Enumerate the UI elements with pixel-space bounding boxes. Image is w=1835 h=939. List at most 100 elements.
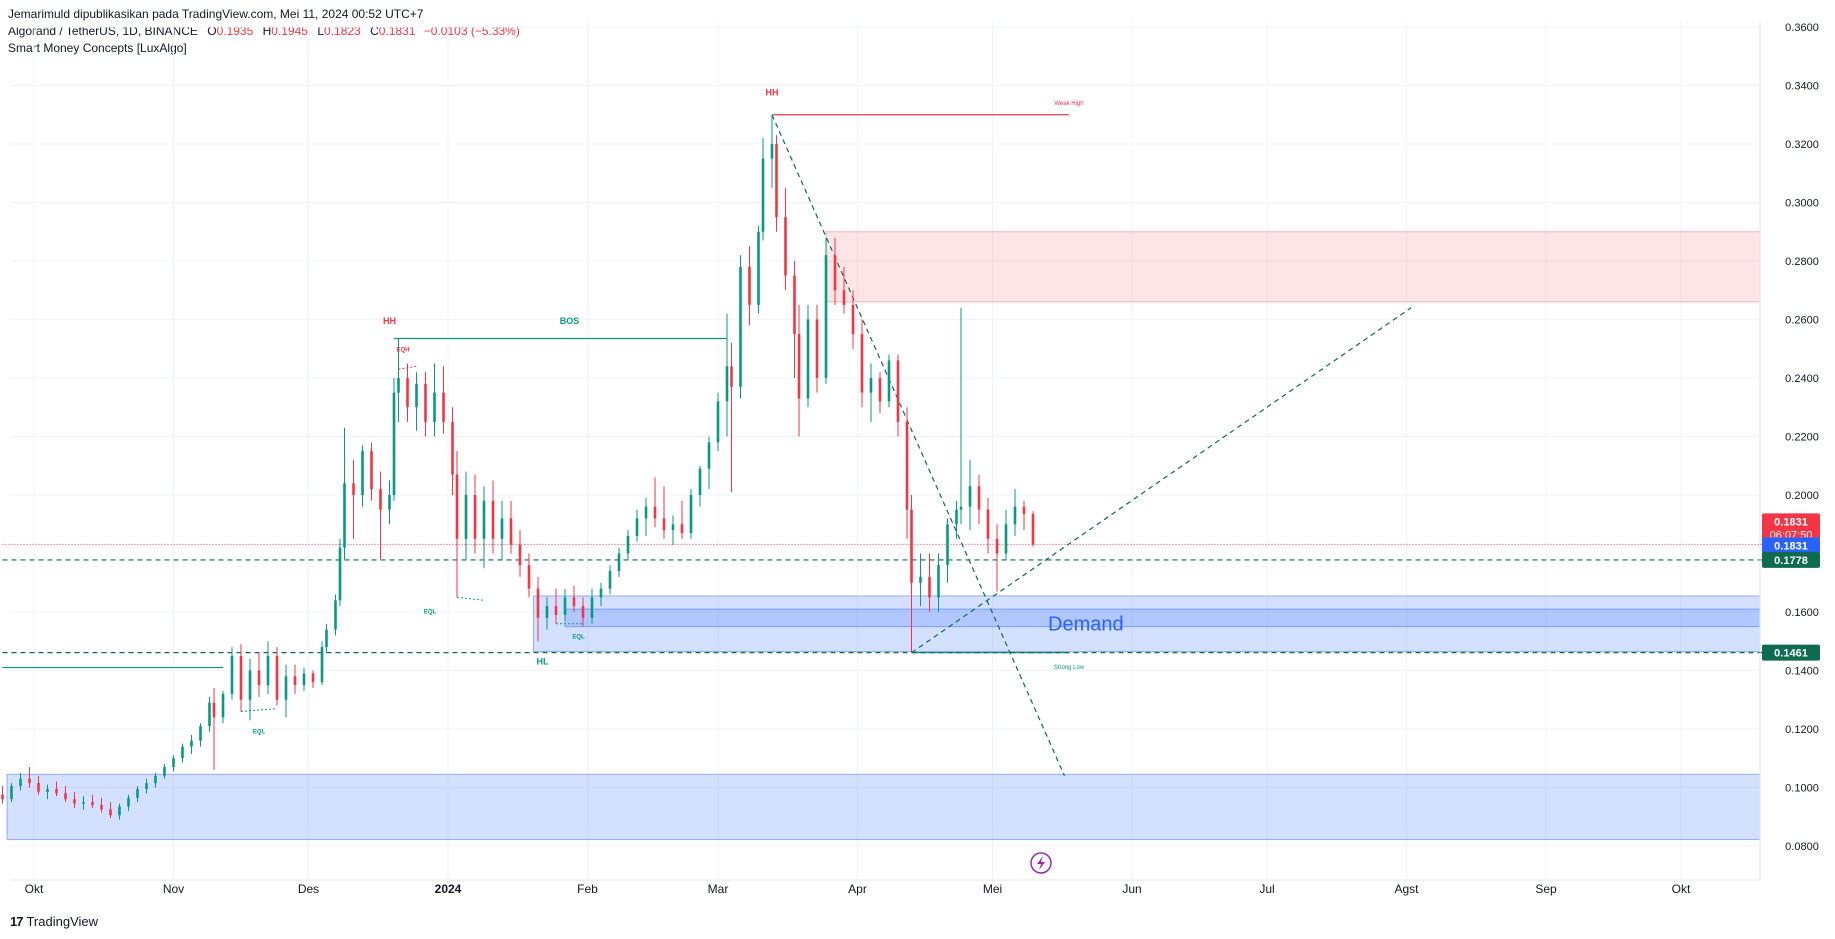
time-tick-label: 2024 [435,882,462,896]
candle-body [959,506,963,510]
candle-body [379,489,382,510]
price-axis[interactable]: 0.3600 0.3400 0.3200 0.3000 0.2800 0.2600 0.24… [1759,22,1819,880]
candle-body [37,783,40,792]
candle-body [1013,506,1017,525]
candle-body [617,553,621,572]
price-tick-label: 0.0800 [1785,841,1819,853]
downtrend-line [771,114,1066,777]
price-tick-label: 0.2600 [1785,315,1819,327]
candle-body [896,360,900,422]
candle-body [671,524,675,531]
candle-body [730,366,733,387]
candle-body [1022,506,1026,515]
candle-body [239,655,243,700]
candle-body [163,767,166,776]
candle-body [212,702,216,718]
candle-body [644,506,648,519]
tradingview-brand: TradingView [26,914,99,929]
structure-label: Weak High [1054,101,1083,107]
candle-body [343,483,346,548]
candle-body [370,451,373,490]
price-tick-label: 0.3200 [1785,139,1819,151]
candle-body [761,158,765,232]
candle-body [415,383,418,408]
candle-body [1004,524,1008,554]
price-tick-label: 0.3600 [1785,22,1819,34]
structure-label: EQL [424,609,437,615]
candle-body [599,588,603,598]
candle-body [392,392,396,495]
publisher-line: Jemarimuld dipublikasikan pada TradingVi… [8,7,424,21]
candle-body [581,606,585,618]
candle-body [199,726,202,741]
demand-zone [533,595,1761,652]
candle-body [748,266,751,305]
candle-body [860,334,864,393]
candle-body [716,401,720,443]
price-tick-label: 0.2000 [1785,490,1819,502]
candle-body [968,486,972,507]
candle-body [626,535,630,554]
demand-zone-label: Demand [1048,614,1124,636]
candle-body [100,805,103,810]
candle-body [527,565,531,589]
time-tick-label: Okt [1672,882,1691,896]
close-label: C [370,24,379,38]
eql-line [240,708,278,712]
time-axis[interactable]: Okt Nov Des 2024 Feb Mar Apr Mei Jun Jul Agst Sep Ok… [10,879,1760,896]
candle-body [311,673,315,683]
price-tag [1762,513,1820,542]
candle-body [662,518,666,531]
candle-body [955,509,958,525]
candle-body [28,778,31,784]
candle-body [946,524,949,566]
candle-body [887,360,891,402]
demand-zone [6,773,1761,841]
candle-body [572,597,576,607]
price-tick-label: 0.1200 [1785,724,1819,736]
candle-body [928,576,931,598]
candle-body [464,495,468,539]
candle-body [806,319,810,399]
candle-body [775,144,778,218]
candle-body [190,740,193,747]
candle-body [334,600,337,630]
price-tick-label: 0.1000 [1785,783,1819,795]
candle-body [406,378,409,408]
candle-body [500,518,504,539]
candle-body [19,778,22,787]
candle-body [815,319,819,378]
time-tick-label: Jun [1122,882,1141,896]
candle-body [172,758,175,768]
candle-body [275,655,279,700]
structure-lines [2,114,1780,777]
candle-body [338,547,342,601]
price-tick-label: 0.3400 [1785,81,1819,93]
candle-body [82,802,85,804]
structure-labels: HH Weak High HH BOS EQH EQL EQL HL EQL Strong Low [253,88,1085,736]
candle-body [352,483,355,495]
candle-body [91,802,94,806]
lightning-icon[interactable] [1030,852,1052,874]
time-tick-label: Sep [1535,882,1557,896]
demand-zone [564,608,1761,628]
candle-body [635,518,639,536]
indicator-name[interactable]: Smart Money Concepts [LuxAlgo] [8,41,187,55]
candle-body [869,378,873,393]
candle-body [590,597,594,618]
candle-body [509,518,513,545]
candle-body [698,468,702,495]
candle-body [563,597,567,615]
low-label: L [317,24,325,38]
structure-label: EQH [396,348,409,354]
candle-body [46,788,49,792]
candle-body [442,392,445,422]
candle-body [554,606,558,615]
candle-body [397,378,400,393]
price-tag [1762,644,1820,661]
candle-body [388,495,391,510]
candle-body [433,392,436,422]
candle-body [293,676,297,686]
candle-body [986,509,990,539]
